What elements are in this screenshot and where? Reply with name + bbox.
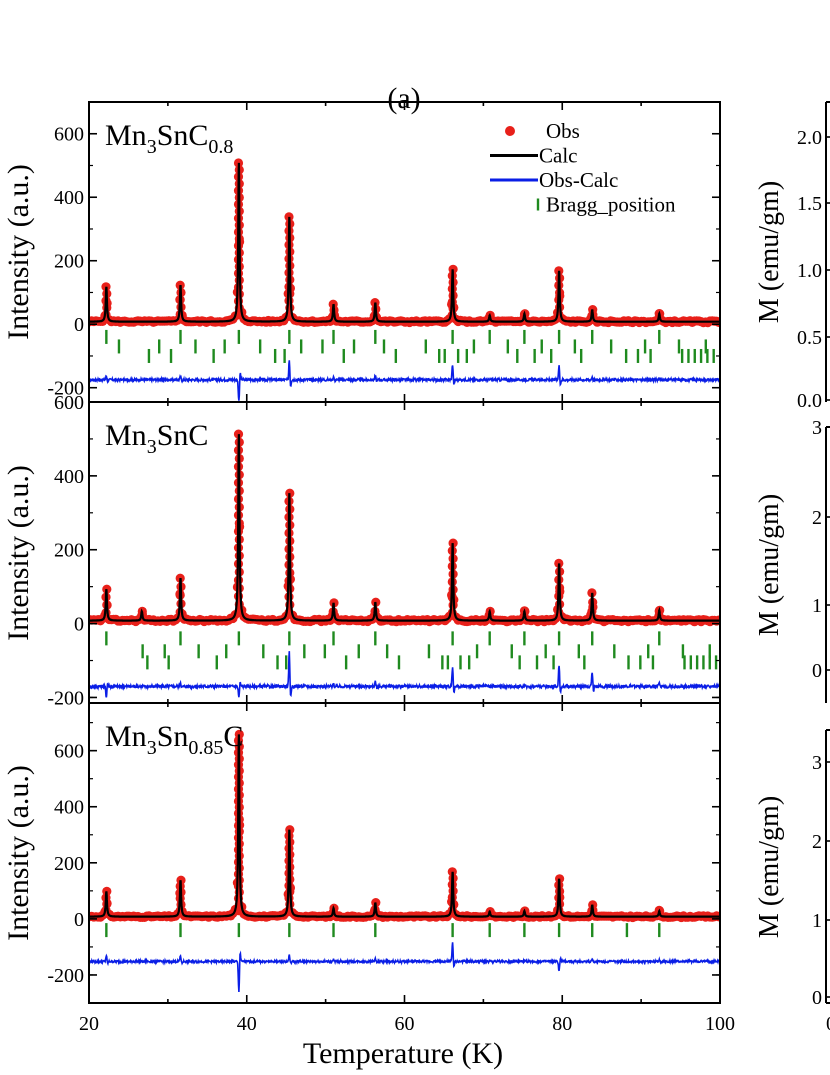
- sample-label: Mn3SnC0.8: [105, 119, 233, 158]
- right-y-tick-label: 3: [812, 752, 822, 774]
- obs-calc-curve: [89, 651, 720, 698]
- subscript: 0.85: [188, 737, 223, 759]
- right-y-tick-label: 0.0: [797, 390, 822, 412]
- right-y-axis-label: M (emu/gm): [754, 796, 785, 938]
- calc-curve: [89, 434, 720, 622]
- x-axis-label: Temperature (K): [303, 1037, 503, 1070]
- right-y-axis-label: M (emu/gm): [754, 181, 785, 323]
- x-tick-label: 60: [395, 1013, 415, 1035]
- panel-top: -200 0 200 400 600 Intensity (a.u.) Mn3SnC0.8: [2, 101, 721, 403]
- panel-middle: -200 0 200 400 600 Intensity (a.u.) Mn3SnC: [2, 392, 721, 709]
- obs-calc-curve: [89, 360, 720, 401]
- y-tick-label: 200: [54, 853, 84, 875]
- subscript: 3: [147, 436, 157, 458]
- right-panel-2: 0 1 2 3 M (emu/gm): [754, 729, 830, 1009]
- y-tick-label: 400: [54, 187, 84, 209]
- y-tick-label: -200: [47, 378, 84, 400]
- formula-text: Sn: [157, 720, 189, 753]
- legend-label: Obs-Calc: [539, 168, 618, 192]
- x-tick-label: 20: [79, 1013, 99, 1035]
- y-tick-label: 400: [54, 466, 84, 488]
- legend-label: Bragg_position: [546, 193, 676, 217]
- right-y-tick-label: 0.5: [797, 327, 822, 349]
- plot-area-middle: [89, 429, 720, 698]
- y-tick-label: 600: [54, 741, 84, 763]
- calc-curve: [89, 162, 720, 323]
- y-tick-label: 200: [54, 251, 84, 273]
- y-axis-label: Intensity (a.u.): [2, 164, 35, 340]
- y-tick-label: 0: [74, 314, 84, 336]
- formula-text: Mn: [105, 720, 147, 753]
- right-y-tick-label: 1.0: [797, 260, 822, 282]
- right-y-tick-label: 2: [812, 831, 822, 853]
- x-tick-label: 100: [705, 1013, 735, 1035]
- subscript: 3: [147, 737, 157, 759]
- x-tick-label: 40: [237, 1013, 257, 1035]
- formula-text: Mn: [105, 119, 147, 152]
- subscript: 0.8: [208, 136, 233, 158]
- formula-text: Mn: [105, 419, 147, 452]
- sample-label: Mn3SnC: [105, 419, 208, 458]
- right-y-tick-label: 0: [812, 987, 822, 1009]
- panel-label: (a): [387, 82, 420, 115]
- formula-text: C: [223, 720, 243, 753]
- right-y-tick-label: 1.5: [797, 193, 822, 215]
- y-axis-label: Intensity (a.u.): [2, 765, 35, 941]
- y-tick-label: -200: [47, 965, 84, 987]
- right-y-tick-label: 1: [812, 595, 822, 617]
- legend-label: Obs: [546, 119, 580, 143]
- subscript: 3: [147, 136, 157, 158]
- right-y-tick-label: 1: [812, 910, 822, 932]
- right-x-tick-label: 0: [826, 1013, 830, 1035]
- y-tick-label: 0: [74, 909, 84, 931]
- plot-area-bottom: [89, 729, 720, 993]
- right-y-tick-label: 0: [812, 660, 822, 682]
- y-tick-label: 400: [54, 797, 84, 819]
- right-panel-1: 0 1 2 3 M (emu/gm): [754, 417, 830, 703]
- formula-text: SnC: [157, 119, 209, 152]
- legend-marker-obs: [505, 126, 515, 136]
- right-panel-0: 0.0 0.5 1.0 1.5 2.0 M (emu/gm): [754, 101, 830, 412]
- right-y-tick-label: 2: [812, 507, 822, 529]
- right-y-tick-label: 3: [812, 417, 822, 439]
- obs-calc-curve: [89, 942, 720, 993]
- right-y-tick-label: 2.0: [797, 127, 822, 149]
- y-tick-label: 0: [74, 614, 84, 636]
- y-tick-label: 600: [54, 392, 84, 414]
- y-tick-label: 600: [54, 124, 84, 146]
- y-tick-label: -200: [47, 687, 84, 709]
- legend-label: Calc: [539, 144, 577, 168]
- y-axis-label: Intensity (a.u.): [2, 465, 35, 641]
- plot-area-top: [89, 158, 720, 401]
- sample-label: Mn3Sn0.85C: [105, 720, 243, 759]
- right-y-axis-label: M (emu/gm): [754, 494, 785, 636]
- panel-bottom: -200 0 200 400 600 Intensity (a.u.) Mn3Sn0.85C: [2, 702, 721, 1004]
- x-tick-label: 80: [552, 1013, 572, 1035]
- y-tick-label: 200: [54, 540, 84, 562]
- calc-curve: [89, 734, 720, 918]
- formula-text: SnC: [157, 419, 209, 452]
